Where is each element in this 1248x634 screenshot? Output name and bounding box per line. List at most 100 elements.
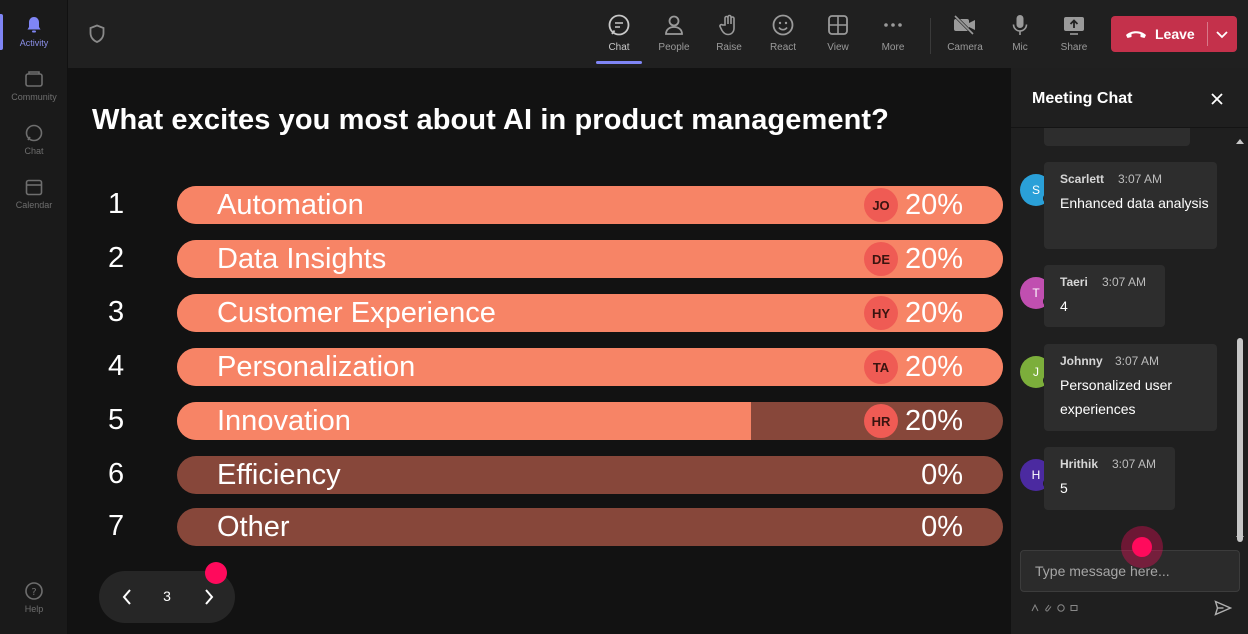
rail-item-label: Calendar <box>15 200 53 210</box>
option-bar: Efficiency 0% <box>177 456 1003 494</box>
rail-item-label: Help <box>24 604 44 614</box>
option-number: 1 <box>108 188 125 220</box>
message-bubble: Johnny 3:07 AM Personalized user experie… <box>1044 344 1217 431</box>
poll-option-row[interactable]: 7 Other 0% <box>68 508 1010 546</box>
toolbar-raise-button[interactable]: Raise <box>704 8 754 66</box>
community-icon <box>23 68 45 90</box>
rail-item-help[interactable]: ? Help <box>0 570 68 624</box>
poll-question: What excites you most about AI in produc… <box>92 104 889 136</box>
gif-icon[interactable] <box>1070 604 1078 612</box>
svg-text:?: ? <box>31 587 36 598</box>
leave-divider <box>1207 22 1208 46</box>
toolbar-more-button[interactable]: More <box>868 8 918 66</box>
option-number: 7 <box>108 510 125 542</box>
toolbar-view-button[interactable]: View <box>813 8 863 66</box>
chat-header-divider <box>1011 127 1248 128</box>
format-toolbar <box>1031 604 1078 612</box>
option-label: Personalization <box>217 351 416 383</box>
option-percent: 20% <box>904 189 963 221</box>
scroll-down-arrow-icon[interactable] <box>1235 530 1245 541</box>
message-text: 4 <box>1060 298 1068 314</box>
toolbar-label: Mic <box>1012 42 1028 53</box>
chat-bubble-icon <box>606 12 632 38</box>
option-number: 2 <box>108 242 125 274</box>
chevron-down-icon[interactable] <box>1214 26 1230 42</box>
poll-option-row[interactable]: 1 Automation JO 20% <box>68 186 1010 224</box>
option-label: Other <box>217 511 290 543</box>
option-percent: 20% <box>904 243 963 275</box>
avatar-initial: H <box>1031 468 1041 482</box>
rail-item-calendar[interactable]: Calendar <box>0 166 68 220</box>
message-bubble: Taeri 3:07 AM 4 <box>1044 265 1165 327</box>
voter-avatar: HY <box>864 296 898 330</box>
rail-item-community[interactable]: Community <box>0 58 68 112</box>
toolbar-people-button[interactable]: People <box>649 8 699 66</box>
cursor-indicator-dot <box>1121 526 1163 568</box>
send-icon[interactable] <box>1214 600 1233 616</box>
toolbar-label: Raise <box>716 42 742 53</box>
emoji-icon[interactable] <box>1057 604 1065 612</box>
calendar-icon <box>23 176 45 198</box>
message-author: Scarlett <box>1060 172 1105 186</box>
toolbar-chat-button[interactable]: Chat <box>594 8 644 66</box>
toolbar-label: Share <box>1060 42 1088 53</box>
message-text: 5 <box>1060 480 1068 496</box>
option-number: 6 <box>108 458 125 490</box>
mic-icon <box>1007 12 1033 38</box>
message-author: Taeri <box>1060 275 1088 289</box>
leave-button[interactable]: Leave <box>1111 16 1237 52</box>
option-bar: Other 0% <box>177 508 1003 546</box>
toolbar-divider <box>930 18 931 54</box>
voter-avatar: HR <box>864 404 898 438</box>
view-grid-icon <box>825 12 851 38</box>
toolbar-label: React <box>769 42 797 53</box>
toolbar-react-button[interactable]: React <box>758 8 808 66</box>
react-emoji-icon <box>770 12 796 38</box>
chevron-left-icon[interactable] <box>117 585 137 609</box>
meeting-chat-panel: Meeting Chat S Scarlett 3:07 AM Enhanced… <box>1010 68 1248 634</box>
poll-option-row[interactable]: 2 Data Insights DE 20% <box>68 240 1010 278</box>
message-text: Personalized user experiences <box>1060 377 1173 417</box>
option-number: 4 <box>108 350 125 382</box>
option-percent: 0% <box>921 511 963 543</box>
share-icon <box>1061 12 1087 38</box>
toolbar-share-button[interactable]: Share <box>1049 8 1099 66</box>
poll-option-row[interactable]: 3 Customer Experience HY 20% <box>68 294 1010 332</box>
option-label: Customer Experience <box>217 297 496 329</box>
attach-icon[interactable] <box>1044 604 1052 612</box>
raise-hand-icon <box>716 12 742 38</box>
help-icon: ? <box>23 580 45 602</box>
slide-pager: 3 <box>99 562 235 623</box>
chat-title: Meeting Chat <box>1032 90 1133 107</box>
toolbar-mic-button[interactable]: Mic <box>995 8 1045 66</box>
message-author: Johnny <box>1060 354 1103 368</box>
message-time: 3:07 AM <box>1102 275 1147 289</box>
close-icon[interactable] <box>1208 90 1226 108</box>
option-percent: 20% <box>904 297 963 329</box>
rail-item-activity[interactable]: Activity <box>0 4 68 58</box>
option-number: 5 <box>108 404 125 436</box>
toolbar-camera-button[interactable]: Camera <box>940 8 990 66</box>
option-bar: Personalization TA 20% <box>177 348 1003 386</box>
format-text-icon[interactable] <box>1031 604 1039 612</box>
cursor-indicator-dot <box>205 562 227 584</box>
rail-item-chat[interactable]: Chat <box>0 112 68 166</box>
option-bar: Innovation HR 20% <box>177 402 1003 440</box>
leave-label: Leave <box>1155 26 1195 42</box>
poll-option-row[interactable]: 5 Innovation HR 20% <box>68 402 1010 440</box>
toolbar-label: Chat <box>608 42 630 53</box>
poll-option-row[interactable]: 6 Efficiency 0% <box>68 456 1010 494</box>
meeting-toolbar: Chat People Raise React View More C <box>68 0 1248 68</box>
chevron-right-icon[interactable] <box>199 585 219 609</box>
poll-option-row[interactable]: 4 Personalization TA 20% <box>68 348 1010 386</box>
bell-icon <box>23 14 45 36</box>
chat-scrollbar-thumb[interactable] <box>1237 338 1243 542</box>
avatar-initial: T <box>1032 286 1040 300</box>
message-bubble: Hrithik 3:07 AM 5 <box>1044 447 1175 510</box>
toolbar-label: People <box>658 42 690 53</box>
option-percent: 20% <box>904 351 963 383</box>
scroll-up-arrow-icon[interactable] <box>1235 132 1245 144</box>
page-number: 3 <box>163 588 171 604</box>
people-icon <box>661 12 687 38</box>
option-bar: Automation JO 20% <box>177 186 1003 224</box>
